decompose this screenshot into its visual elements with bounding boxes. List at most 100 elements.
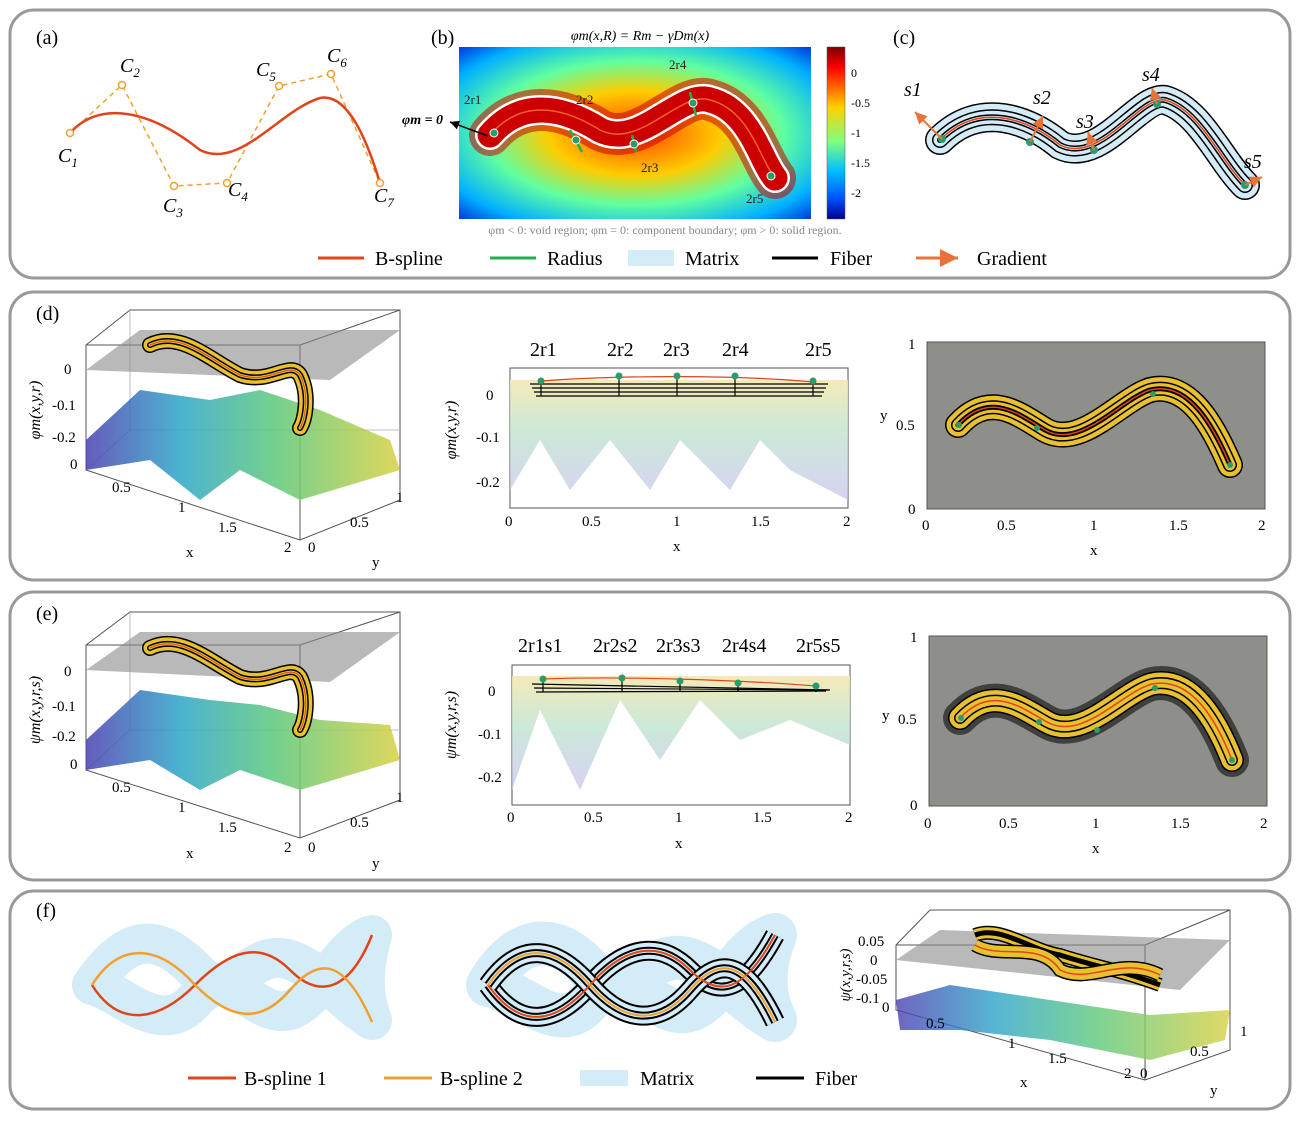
svg-text:1: 1 [910, 630, 918, 646]
svg-text:2: 2 [284, 840, 292, 856]
svg-text:2: 2 [1260, 816, 1268, 832]
svg-text:1: 1 [396, 490, 404, 506]
svg-text:x: x [673, 539, 681, 555]
svg-text:-0.2: -0.2 [52, 729, 76, 745]
gradient-arrows [914, 87, 1263, 188]
svg-text:2r3: 2r3 [641, 160, 658, 175]
svg-text:1: 1 [908, 337, 916, 353]
svg-text:2r5: 2r5 [746, 191, 763, 206]
panel-frame-f [8, 889, 1292, 1111]
e-side-radius-labels: 2r1s1 2r2s2 2r3s3 2r4s4 2r5s5 [518, 635, 840, 657]
svg-text:-0.1: -0.1 [52, 699, 76, 715]
legend-radius-label: Radius [547, 248, 603, 270]
svg-text:s3: s3 [1076, 111, 1094, 133]
legend-matrix-swatch [628, 250, 674, 266]
svg-text:-0.1: -0.1 [52, 398, 76, 414]
field-centerline [489, 98, 776, 179]
svg-text:0: 0 [908, 502, 916, 518]
svg-text:1: 1 [673, 514, 681, 530]
panel-d: (d) 0 -0.1 -0.2 0 0.5 1 1.5 2 [27, 303, 1266, 571]
legend-f: B-spline 1 B-spline 2 Matrix Fiber [188, 1068, 858, 1090]
e-top-ticks: 1 0.5 0 0 0.5 1 1.5 2 x y [882, 630, 1268, 857]
svg-text:0: 0 [507, 810, 515, 826]
svg-text:1.5: 1.5 [1171, 816, 1190, 832]
svg-text:0: 0 [922, 518, 930, 534]
svg-text:-0.2: -0.2 [478, 770, 502, 786]
legend-gradient-label: Gradient [977, 248, 1047, 270]
svg-text:0: 0 [882, 1000, 890, 1016]
svg-text:C6: C6 [327, 45, 347, 70]
svg-text:y: y [372, 856, 380, 872]
svg-text:0.5: 0.5 [896, 418, 915, 434]
control-points [65, 69, 385, 191]
svg-text:-0.2: -0.2 [52, 430, 76, 446]
svg-text:1: 1 [396, 790, 404, 806]
svg-text:x: x [1090, 543, 1098, 559]
panel-c: (c) s1 s2 s3 s4 s5 [893, 27, 1263, 200]
e-side-ylabel: ψm(x,y,r,s) [443, 691, 460, 759]
e-side-ticks: 0 -0.1 -0.2 0 0.5 1 1.5 2 x [478, 684, 853, 852]
svg-text:0.5: 0.5 [898, 712, 917, 728]
svg-text:-0.5: -0.5 [851, 96, 870, 110]
panel-a: (a) C1 C2 C3 C4 C5 C6 C7 [36, 27, 394, 220]
svg-text:x: x [675, 836, 683, 852]
panel-b: (b) φm(x,R) = Rm − γDm(x) φm = 0 2r1 2r2… [402, 27, 870, 237]
svg-text:0: 0 [308, 540, 316, 556]
svg-text:-0.05: -0.05 [856, 972, 887, 988]
colorbar [826, 46, 846, 220]
svg-text:0.5: 0.5 [584, 810, 603, 826]
d-3d-zlabel: φm(x,y,r) [27, 381, 44, 440]
f-left-structure [72, 915, 392, 1040]
svg-text:y: y [880, 408, 888, 424]
c-bspline [939, 99, 1246, 186]
svg-text:1: 1 [178, 500, 186, 516]
d-3d-plot [85, 309, 401, 541]
svg-text:2r2: 2r2 [607, 339, 634, 361]
svg-text:0.5: 0.5 [582, 514, 601, 530]
svg-text:2: 2 [843, 514, 851, 530]
zero-label: φm = 0 [402, 113, 443, 128]
svg-text:1.5: 1.5 [753, 810, 772, 826]
svg-text:1: 1 [1008, 1036, 1016, 1052]
d-side-ylabel: φm(x,y,r) [443, 401, 460, 460]
svg-text:0.5: 0.5 [1190, 1044, 1209, 1060]
svg-text:x: x [1020, 1075, 1028, 1091]
svg-text:0: 0 [870, 953, 878, 969]
svg-text:1: 1 [1092, 816, 1100, 832]
svg-text:C2: C2 [120, 55, 140, 80]
d-side-radius-labels: 2r1 2r2 2r3 2r4 2r5 [530, 339, 832, 361]
legend-f-matrix-label: Matrix [640, 1068, 694, 1090]
panel-d-label: (d) [36, 303, 59, 325]
svg-text:x: x [186, 846, 194, 862]
control-point-labels: C1 C2 C3 C4 C5 C6 C7 [58, 45, 394, 220]
f-3d-plot [895, 909, 1231, 1081]
b-spline-curve [69, 96, 382, 184]
svg-text:C3: C3 [163, 195, 183, 220]
svg-text:0.5: 0.5 [350, 515, 369, 531]
svg-text:2r1: 2r1 [530, 339, 557, 361]
svg-text:s1: s1 [904, 79, 922, 101]
svg-text:1.5: 1.5 [218, 520, 237, 536]
svg-text:2: 2 [1258, 518, 1266, 534]
legend-abc: B-spline Radius Matrix Fiber Gradient [318, 248, 1047, 270]
zero-arrow [449, 120, 489, 137]
svg-text:2r4: 2r4 [722, 339, 749, 361]
svg-text:0: 0 [64, 664, 72, 680]
svg-text:-0.2: -0.2 [476, 475, 500, 491]
svg-text:0: 0 [70, 757, 78, 773]
svg-text:-0.1: -0.1 [476, 430, 500, 446]
svg-text:y: y [882, 708, 890, 724]
legend-f-fiber-label: Fiber [815, 1068, 858, 1090]
svg-text:1.5: 1.5 [1169, 518, 1188, 534]
svg-text:1: 1 [1090, 518, 1098, 534]
svg-text:2r4: 2r4 [669, 57, 687, 72]
svg-text:0.5: 0.5 [997, 518, 1016, 534]
svg-text:s5: s5 [1244, 151, 1262, 173]
svg-text:0: 0 [486, 388, 494, 404]
svg-text:x: x [186, 545, 194, 561]
panel-f-label: (f) [36, 900, 56, 922]
legend-bspline-label: B-spline [375, 248, 443, 270]
svg-text:C4: C4 [228, 179, 248, 204]
svg-text:s4: s4 [1142, 64, 1160, 86]
